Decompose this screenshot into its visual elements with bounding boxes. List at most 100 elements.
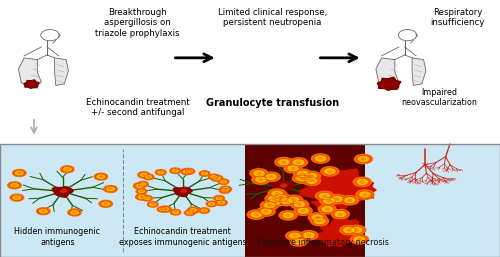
Circle shape [134, 183, 145, 189]
Circle shape [192, 210, 194, 211]
Circle shape [140, 173, 147, 177]
Circle shape [291, 168, 295, 169]
Circle shape [138, 185, 140, 187]
Circle shape [162, 209, 164, 210]
Circle shape [203, 210, 205, 211]
Circle shape [268, 204, 271, 206]
Circle shape [276, 193, 279, 195]
Circle shape [204, 173, 206, 174]
Circle shape [144, 174, 154, 180]
Text: Echinocandin treatment
+/- second antifungal: Echinocandin treatment +/- second antifu… [86, 98, 190, 117]
Circle shape [211, 175, 217, 178]
Circle shape [266, 197, 284, 207]
Circle shape [184, 170, 190, 173]
Circle shape [282, 161, 286, 163]
Circle shape [174, 170, 176, 171]
Circle shape [189, 212, 191, 213]
Circle shape [188, 171, 190, 172]
Circle shape [294, 160, 304, 165]
Circle shape [262, 172, 280, 181]
Circle shape [94, 173, 108, 180]
Circle shape [336, 212, 345, 217]
Circle shape [290, 233, 300, 238]
Circle shape [312, 215, 322, 220]
Circle shape [275, 158, 293, 167]
FancyBboxPatch shape [245, 144, 365, 257]
Circle shape [42, 210, 44, 212]
Circle shape [181, 169, 193, 175]
Circle shape [314, 218, 324, 224]
Circle shape [279, 211, 297, 220]
Polygon shape [52, 187, 73, 197]
Circle shape [213, 176, 215, 177]
Circle shape [356, 190, 374, 199]
Circle shape [104, 186, 117, 192]
Circle shape [270, 199, 280, 205]
Circle shape [306, 178, 316, 183]
Circle shape [285, 195, 303, 205]
Circle shape [259, 179, 262, 180]
Circle shape [347, 229, 350, 231]
Circle shape [13, 196, 20, 199]
Circle shape [338, 213, 342, 215]
Circle shape [319, 158, 322, 160]
Circle shape [16, 197, 18, 198]
Circle shape [64, 167, 71, 171]
Circle shape [16, 171, 23, 175]
Circle shape [220, 180, 226, 183]
Text: Granulocyte transfusion: Granulocyte transfusion [206, 98, 339, 108]
Circle shape [272, 193, 290, 203]
Circle shape [144, 197, 150, 200]
Circle shape [300, 177, 304, 179]
Circle shape [170, 168, 180, 173]
Circle shape [190, 208, 196, 212]
Circle shape [66, 169, 68, 170]
Circle shape [99, 200, 112, 207]
Circle shape [109, 188, 112, 190]
Circle shape [286, 231, 304, 241]
Circle shape [320, 193, 330, 198]
Circle shape [328, 170, 332, 172]
Circle shape [136, 189, 147, 194]
Circle shape [279, 160, 289, 165]
Circle shape [71, 210, 78, 214]
Circle shape [252, 175, 270, 184]
Circle shape [307, 234, 310, 236]
Circle shape [289, 197, 298, 203]
FancyBboxPatch shape [122, 144, 245, 257]
Circle shape [170, 209, 181, 215]
Circle shape [294, 206, 312, 215]
Circle shape [142, 196, 152, 201]
Circle shape [186, 171, 188, 172]
Circle shape [254, 171, 264, 176]
Circle shape [214, 196, 224, 201]
Circle shape [332, 197, 342, 202]
Circle shape [152, 204, 154, 205]
Circle shape [283, 213, 293, 218]
Circle shape [297, 241, 300, 242]
Circle shape [282, 199, 291, 204]
Circle shape [211, 175, 223, 181]
Circle shape [138, 172, 150, 178]
Circle shape [294, 202, 304, 207]
Circle shape [292, 199, 296, 201]
Circle shape [158, 207, 168, 212]
Circle shape [302, 210, 305, 212]
Text: Hidden immunogenic
antigens: Hidden immunogenic antigens [14, 227, 100, 247]
Circle shape [206, 201, 217, 207]
Circle shape [296, 176, 306, 181]
Circle shape [344, 228, 354, 233]
Circle shape [138, 190, 144, 193]
Text: Echinocandin treatment
exposes immunogenic antigens: Echinocandin treatment exposes immunogen… [118, 227, 246, 247]
Text: Breakthrough
aspergillosis on
triazole prophylaxis: Breakthrough aspergillosis on triazole p… [95, 8, 180, 38]
Circle shape [202, 172, 207, 175]
Circle shape [360, 192, 370, 197]
Circle shape [142, 174, 145, 176]
Circle shape [208, 202, 214, 205]
Circle shape [302, 171, 320, 181]
Circle shape [306, 173, 316, 179]
Circle shape [158, 171, 164, 174]
Circle shape [358, 179, 367, 185]
Circle shape [104, 203, 107, 205]
Circle shape [298, 203, 302, 205]
